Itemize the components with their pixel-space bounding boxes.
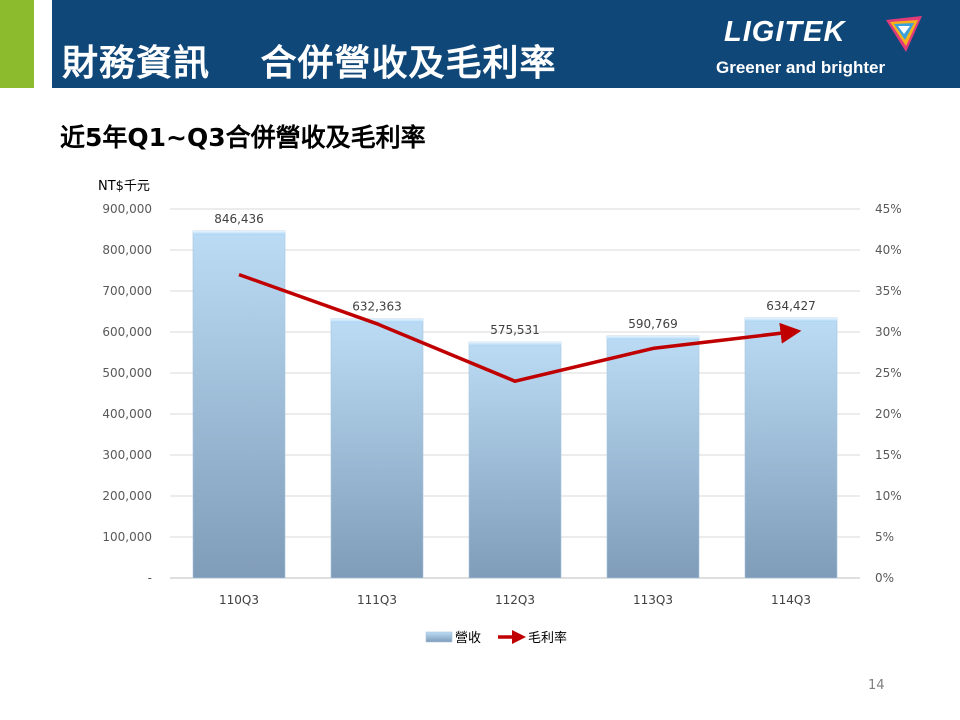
bar [468, 341, 562, 579]
y-right-tick-label: 40% [875, 243, 902, 257]
page-number: 14 [868, 678, 885, 693]
bar-top-cap [745, 317, 837, 322]
legend-revenue-label: 營收 [455, 631, 481, 646]
bar-data-label: 634,427 [766, 299, 816, 313]
x-tick-label: 113Q3 [633, 593, 673, 607]
y-left-tick-label: 200,000 [102, 489, 152, 503]
header-banner: 財務資訊 合併營收及毛利率 LIGITEK Greener and bright… [52, 0, 960, 88]
legend-arrow-icon [512, 630, 526, 644]
y-left-tick-label: 300,000 [102, 448, 152, 462]
accent-bar [0, 0, 34, 88]
bar [744, 317, 838, 579]
y-right-tick-label: 5% [875, 530, 894, 544]
company-logo: LIGITEK Greener and brighter [716, 14, 934, 84]
y-left-tick-label: 600,000 [102, 325, 152, 339]
y-left-tick-label: 500,000 [102, 366, 152, 380]
bar [330, 318, 424, 579]
bar [606, 335, 700, 579]
y-left-tick-label: 700,000 [102, 284, 152, 298]
x-tick-label: 110Q3 [219, 593, 259, 607]
y-left-tick-label: 900,000 [102, 202, 152, 216]
y-left-tick-label: 400,000 [102, 407, 152, 421]
y-left-tick-label: - [148, 571, 152, 585]
bar-data-label: 632,363 [352, 300, 402, 314]
legend-margin-label: 毛利率 [528, 630, 567, 646]
y-left-tick-label: 800,000 [102, 243, 152, 257]
bar-top-cap [469, 342, 561, 347]
y-axis-unit-label: NT$千元 [98, 179, 150, 194]
y-right-tick-label: 0% [875, 571, 894, 585]
x-tick-label: 112Q3 [495, 593, 535, 607]
bar-top-cap [193, 230, 285, 235]
bar [192, 230, 286, 579]
bar-data-label: 846,436 [214, 212, 264, 226]
x-tick-label: 111Q3 [357, 593, 397, 607]
y-right-tick-label: 10% [875, 489, 902, 503]
y-right-tick-label: 25% [875, 366, 902, 380]
bar-top-cap [607, 335, 699, 340]
logo-tagline: Greener and brighter [716, 58, 886, 77]
y-right-tick-label: 35% [875, 284, 902, 298]
bar-top-cap [331, 318, 423, 323]
y-right-tick-label: 45% [875, 202, 902, 216]
y-left-tick-label: 100,000 [102, 530, 152, 544]
bar-data-label: 575,531 [490, 323, 540, 337]
y-right-tick-label: 15% [875, 448, 902, 462]
page-title: 財務資訊 合併營收及毛利率 [62, 43, 557, 84]
logo-name: LIGITEK [724, 16, 846, 48]
x-tick-label: 114Q3 [771, 593, 811, 607]
logo-mark-icon [886, 16, 922, 52]
y-right-tick-label: 30% [875, 325, 902, 339]
bar-data-label: 590,769 [628, 317, 678, 331]
y-right-tick-label: 20% [875, 407, 902, 421]
legend-bar-swatch [425, 631, 453, 643]
chart-subtitle: 近5年Q1~Q3合併營收及毛利率 [60, 123, 426, 152]
